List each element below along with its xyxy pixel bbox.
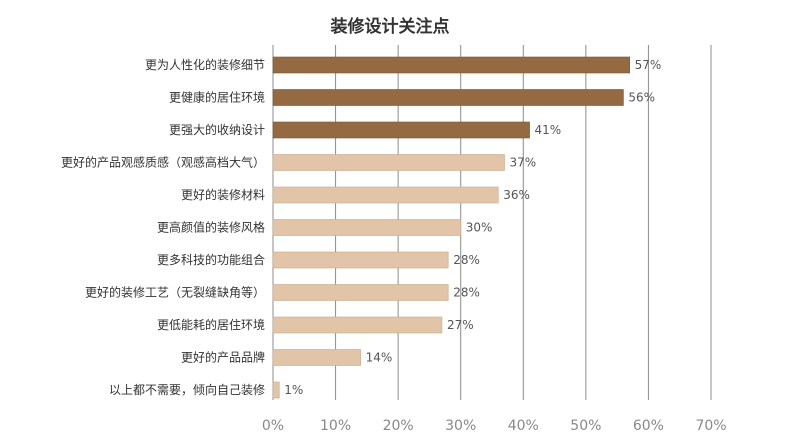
x-tick-label: 70%	[695, 418, 726, 434]
data-label: 28%	[453, 286, 480, 300]
data-label: 30%	[466, 221, 493, 235]
bar	[272, 89, 624, 106]
bar	[272, 121, 530, 139]
category-label: 更为人性化的装修细节	[145, 57, 265, 72]
x-tick-label: 20%	[383, 418, 414, 434]
data-label: 1%	[284, 383, 303, 397]
bar	[272, 251, 449, 269]
x-tick-label: 0%	[262, 418, 284, 434]
x-tick-label: 60%	[633, 418, 664, 434]
data-label: 27%	[447, 318, 474, 332]
data-label: 28%	[453, 253, 480, 267]
bar	[272, 381, 280, 399]
x-tick-label: 40%	[508, 418, 539, 434]
data-label: 41%	[535, 123, 562, 137]
bar	[272, 284, 449, 301]
data-label: 57%	[635, 58, 662, 72]
bar	[272, 349, 361, 366]
category-label: 更好的装修材料	[181, 187, 265, 202]
data-label: 56%	[628, 91, 655, 105]
chart-title: 装修设计关注点	[330, 17, 450, 37]
category-label: 更好的装修工艺（无裂缝缺角等）	[85, 285, 265, 300]
x-tick-label: 30%	[445, 418, 476, 434]
bar	[272, 219, 462, 236]
data-label: 14%	[366, 351, 393, 365]
category-label: 更好的产品品牌	[181, 350, 265, 365]
category-label: 更强大的收纳设计	[169, 122, 265, 137]
data-label: 36%	[503, 188, 530, 202]
category-label: 更低能耗的居住环境	[157, 317, 265, 332]
bar	[272, 316, 443, 334]
bar	[272, 186, 499, 204]
category-label: 更好的产品观感质感（观感高档大气）	[61, 155, 265, 170]
bar	[272, 154, 505, 171]
x-tick-label: 10%	[320, 418, 351, 434]
bar	[272, 56, 630, 74]
category-label: 更高颜值的装修风格	[157, 220, 265, 235]
category-label: 更健康的居住环境	[169, 90, 265, 105]
category-label: 更多科技的功能组合	[157, 252, 265, 267]
x-tick-label: 50%	[570, 418, 601, 434]
data-label: 37%	[510, 156, 537, 170]
category-label: 以上都不需要，倾向自己装修	[109, 382, 265, 397]
